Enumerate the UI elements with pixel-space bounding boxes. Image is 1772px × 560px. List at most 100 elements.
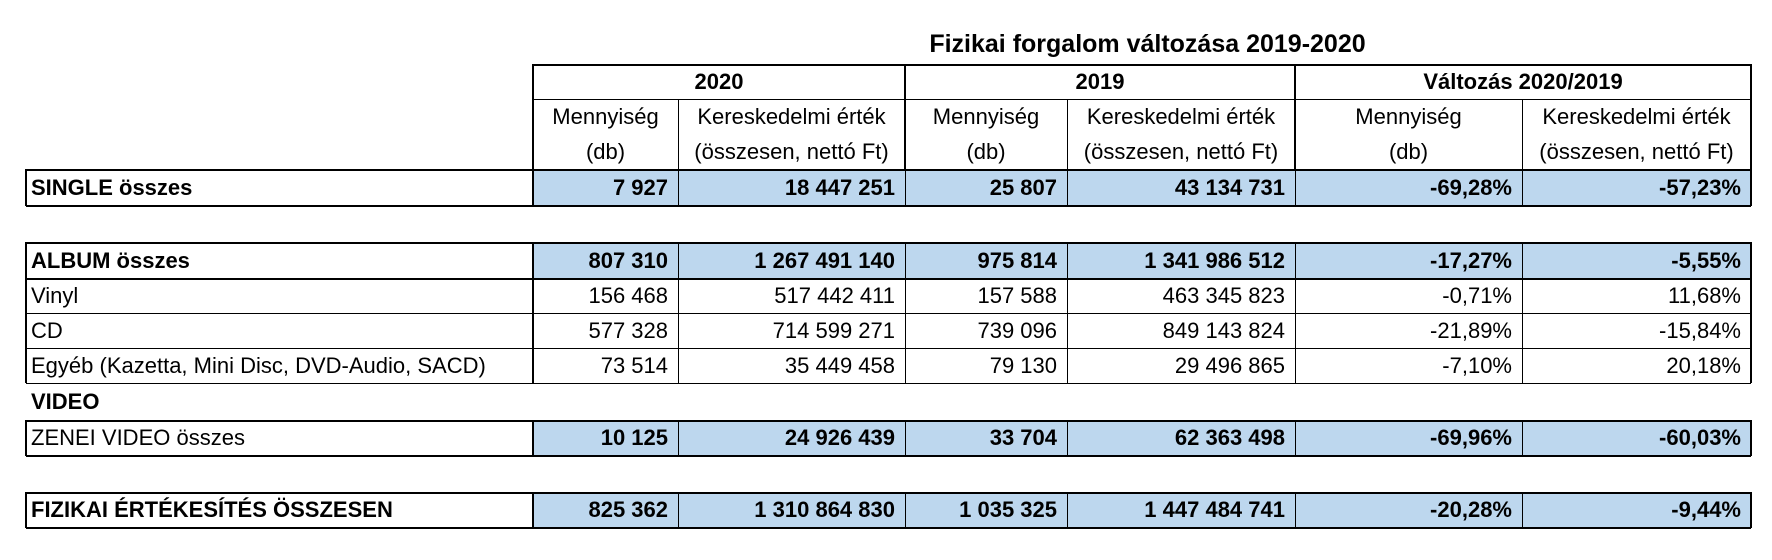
row-border <box>26 420 1751 422</box>
column-header: Kereskedelmi érték <box>1542 103 1731 129</box>
table-cell: 517 442 411 <box>774 283 895 308</box>
column-border <box>1750 492 1752 528</box>
row-border <box>26 492 1751 494</box>
table-cell: -5,55% <box>1522 242 1751 279</box>
table-cell: 20,18% <box>1666 352 1741 378</box>
table-cell: 825 362 <box>533 492 678 528</box>
column-border <box>678 242 679 279</box>
header-border <box>1522 99 1523 169</box>
table-cell: -0,71% <box>1442 283 1512 308</box>
table-cell: 79 130 <box>989 352 1057 378</box>
column-border <box>1750 169 1752 206</box>
column-border <box>25 420 27 456</box>
column-border <box>678 313 679 348</box>
column-border <box>1295 492 1296 528</box>
column-border <box>1522 242 1523 279</box>
table-cell: -7,10% <box>1442 352 1512 378</box>
column-border <box>905 313 906 348</box>
table-cell: 975 814 <box>905 242 1067 279</box>
table-cell: -57,23% <box>1522 169 1751 206</box>
table-cell: 1 310 864 830 <box>678 492 905 528</box>
header-border <box>533 64 1751 66</box>
column-border <box>905 348 906 383</box>
column-header: Mennyiség <box>932 103 1040 129</box>
row-label: ZENEI VIDEO összes <box>31 425 245 450</box>
row-border <box>26 313 1751 314</box>
table-cell: 73 514 <box>600 352 668 378</box>
column-unit: (db) <box>1388 138 1429 164</box>
row-border <box>26 455 1751 457</box>
header-border <box>533 99 1751 100</box>
column-border <box>905 492 906 528</box>
column-border <box>678 348 679 383</box>
column-border <box>1750 313 1752 348</box>
table-title: Fizikai forgalom változása 2019-2020 <box>929 30 1366 58</box>
table-cell: 739 096 <box>977 317 1057 343</box>
column-border <box>1522 169 1523 206</box>
column-border <box>1522 348 1523 383</box>
column-border <box>1067 169 1068 206</box>
table-cell: 463 345 823 <box>1162 283 1285 308</box>
row-border <box>26 348 1751 349</box>
column-border <box>1295 169 1296 206</box>
column-border <box>25 169 27 206</box>
column-border <box>905 279 906 313</box>
row-border <box>26 205 1751 207</box>
column-border <box>1295 348 1296 383</box>
header-border <box>1294 64 1296 169</box>
column-border <box>905 242 906 279</box>
table-cell: 11,68% <box>1668 283 1741 308</box>
column-border <box>905 420 906 456</box>
column-border <box>1750 279 1752 313</box>
column-header: Mennyiség <box>1355 103 1462 129</box>
table-cell: 1 035 325 <box>905 492 1067 528</box>
column-border <box>905 169 906 206</box>
column-border <box>532 313 534 348</box>
group-header: Változás 2020/2019 <box>1423 68 1623 94</box>
table-cell: -69,96% <box>1295 420 1522 456</box>
table-cell: 35 449 458 <box>784 352 895 378</box>
header-border <box>532 64 534 169</box>
column-header: Kereskedelmi érték <box>1086 103 1276 129</box>
row-label: CD <box>31 317 63 343</box>
table-cell: -21,89% <box>1430 317 1512 343</box>
table-cell: -69,28% <box>1295 169 1522 206</box>
column-border <box>678 169 679 206</box>
table-cell: 25 807 <box>905 169 1067 206</box>
group-header: 2019 <box>1075 68 1125 94</box>
column-border <box>1067 313 1068 348</box>
row-label: SINGLE összes <box>31 174 193 200</box>
column-border <box>25 279 27 313</box>
row-border <box>26 383 1751 384</box>
table-cell: 1 341 986 512 <box>1067 242 1295 279</box>
column-header: Kereskedelmi érték <box>697 103 886 129</box>
table-cell: 29 496 865 <box>1174 352 1285 378</box>
column-border <box>1750 242 1752 279</box>
column-border <box>532 348 534 383</box>
column-unit: (db) <box>966 138 1006 164</box>
column-border <box>1522 313 1523 348</box>
row-label: ALBUM összes <box>31 247 190 273</box>
table-cell: 18 447 251 <box>678 169 905 206</box>
row-border <box>26 279 1751 280</box>
table-cell: 849 143 824 <box>1162 317 1285 343</box>
header-border <box>1067 99 1068 169</box>
table-cell: -20,28% <box>1295 492 1522 528</box>
row-label: FIZIKAI ÉRTÉKESÍTÉS ÖSSZESEN <box>31 497 393 522</box>
table-cell: -17,27% <box>1295 242 1522 279</box>
row-border <box>26 242 1751 244</box>
group-header: 2020 <box>694 68 744 94</box>
column-border <box>1295 420 1296 456</box>
row-border <box>26 169 1751 171</box>
table-cell: 714 599 271 <box>772 317 895 343</box>
column-border <box>678 492 679 528</box>
table-cell: 156 468 <box>588 283 668 308</box>
row-label: Vinyl <box>31 283 79 308</box>
column-border <box>532 242 534 279</box>
column-border <box>25 492 27 528</box>
column-border <box>1067 420 1068 456</box>
table-cell: -60,03% <box>1522 420 1751 456</box>
column-unit: (összesen, nettó Ft) <box>1539 138 1734 164</box>
column-border <box>1522 492 1523 528</box>
column-border <box>532 169 534 206</box>
